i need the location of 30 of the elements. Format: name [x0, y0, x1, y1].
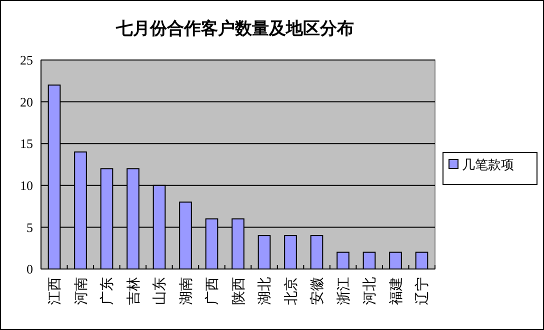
x-tick-label: 湖南 — [178, 277, 194, 305]
x-tick-label: 福建 — [388, 277, 404, 305]
x-tick-label: 辽宁 — [414, 277, 431, 305]
y-tick-label: 5 — [26, 220, 33, 235]
bar — [284, 235, 297, 270]
x-tick-label: 吉林 — [126, 277, 142, 305]
bar — [258, 235, 271, 270]
x-tick-label: 广西 — [204, 277, 221, 305]
bar — [362, 252, 376, 270]
x-tick-label: 广东 — [100, 277, 116, 305]
legend-label: 几笔款项 — [462, 158, 514, 174]
x-tick-label: 河南 — [73, 277, 90, 305]
y-tick-label: 20 — [20, 94, 33, 110]
bar — [336, 252, 350, 270]
x-tick-label: 江西 — [47, 277, 64, 305]
y-tick-label: 25 — [20, 52, 33, 68]
bar — [415, 252, 428, 270]
x-tick-label: 陕西 — [230, 277, 247, 305]
y-tick-label: 0 — [26, 262, 33, 277]
y-tick-label: 10 — [20, 178, 33, 193]
chart-title: 七月份合作客户数量及地区分布 — [115, 19, 354, 38]
x-tick-label: 安徽 — [310, 277, 326, 305]
bar — [310, 235, 324, 270]
bar — [389, 252, 402, 270]
x-tick-label: 河北 — [362, 277, 378, 305]
x-tick-label: 浙江 — [336, 277, 352, 305]
y-tick-label: 15 — [20, 136, 33, 152]
x-tick-label: 北京 — [283, 277, 300, 305]
x-tick-label: 湖北 — [257, 277, 274, 305]
x-tick-label: 山东 — [152, 277, 168, 305]
